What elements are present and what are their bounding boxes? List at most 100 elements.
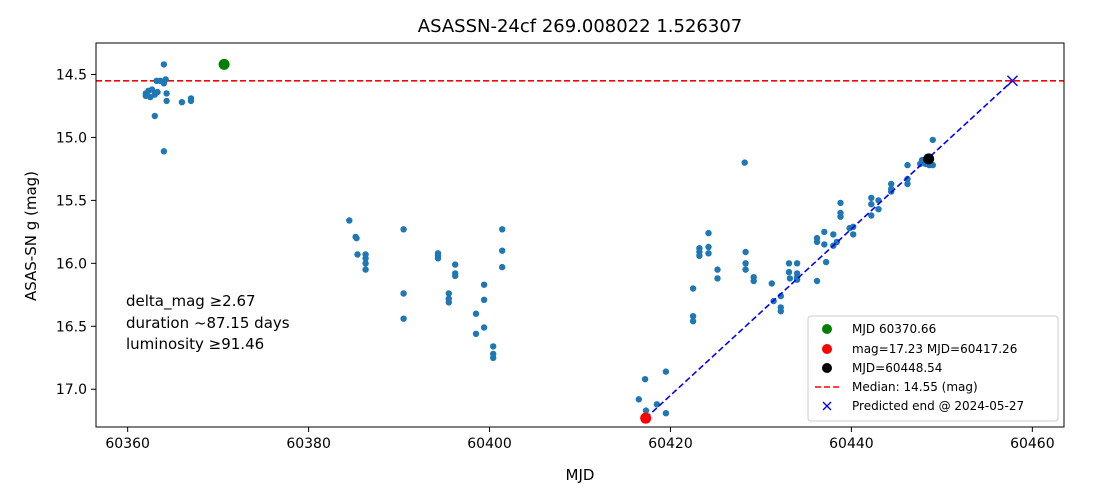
- observation-point: [635, 396, 642, 403]
- observation-point: [868, 201, 875, 208]
- observation-point: [822, 258, 830, 266]
- observation-point: [362, 260, 369, 267]
- observation-point: [346, 217, 353, 224]
- x-axis-label: MJD: [566, 466, 595, 484]
- observation-point: [490, 354, 497, 361]
- observation-point: [821, 241, 828, 248]
- legend-marker-peak: [822, 324, 832, 334]
- y-tick-label: 16.5: [56, 319, 87, 335]
- observation-point: [888, 180, 895, 188]
- observation-point: [480, 296, 488, 303]
- observation-point: [742, 260, 749, 267]
- legend-label-peak: MJD 60370.66: [852, 322, 936, 336]
- observation-point: [821, 228, 828, 236]
- observation-point: [793, 260, 801, 267]
- observations-layer: [142, 61, 936, 417]
- prediction-layer: [645, 75, 1018, 419]
- observation-point: [642, 407, 650, 414]
- observation-point: [445, 299, 452, 306]
- legend-label-latest: MJD=60448.54: [852, 361, 942, 375]
- observation-point: [160, 148, 168, 155]
- observation-point: [472, 310, 480, 317]
- observation-point: [868, 194, 875, 202]
- annotation-delta-mag: delta_mag ≥2.67: [126, 292, 256, 311]
- observation-point: [696, 252, 703, 259]
- y-tick-label: 14.5: [56, 67, 87, 83]
- observation-point: [714, 266, 721, 273]
- observation-point: [785, 260, 793, 267]
- peak-point: [218, 58, 230, 70]
- y-tick-label: 16.0: [56, 256, 87, 272]
- x-tick-label: 60460: [1010, 436, 1055, 452]
- observation-point: [472, 330, 480, 337]
- x-tick-label: 60440: [829, 436, 874, 452]
- observation-point: [400, 226, 407, 233]
- x-tick-label: 60360: [105, 436, 150, 452]
- minimum-point: [640, 412, 652, 424]
- observation-point: [490, 343, 497, 350]
- observation-point: [689, 313, 697, 320]
- observation-point: [785, 268, 793, 276]
- legend-marker-minimum: [822, 344, 832, 354]
- observation-point: [499, 263, 506, 271]
- annotation-luminosity: luminosity ≥91.46: [126, 335, 264, 353]
- observation-point: [689, 318, 697, 325]
- observation-point: [653, 401, 661, 408]
- observation-point: [480, 281, 488, 288]
- observation-point: [750, 277, 757, 285]
- y-tick-label: 15.0: [56, 130, 87, 146]
- observation-point: [163, 90, 170, 97]
- y-tick-label: 15.5: [56, 193, 87, 209]
- observation-point: [641, 376, 649, 383]
- observation-point: [741, 159, 748, 166]
- observation-point: [187, 97, 195, 105]
- x-tick-label: 60420: [648, 436, 693, 452]
- chart-title: ASASSN-24cf 269.008022 1.526307: [418, 16, 742, 37]
- observation-point: [929, 136, 936, 144]
- observation-point: [868, 212, 875, 219]
- x-tick-label: 60400: [467, 436, 512, 452]
- observation-point: [160, 61, 168, 68]
- latest-point: [923, 153, 935, 165]
- observation-point: [662, 368, 670, 375]
- prediction-line: [645, 80, 1013, 419]
- legend-box: [807, 315, 1059, 422]
- observation-point: [768, 280, 775, 287]
- observation-point: [904, 175, 911, 183]
- observation-point: [742, 266, 749, 273]
- observation-point: [499, 247, 506, 254]
- observation-point: [786, 275, 794, 282]
- annotation-duration: duration ~87.15 days: [126, 314, 290, 332]
- observation-point: [850, 231, 857, 238]
- legend-label-prediction: Predicted end @ 2024-05-27: [852, 399, 1024, 413]
- y-axis-label: ASAS-SN g (mag): [22, 171, 40, 301]
- legend-label-median: Median: 14.55 (mag): [852, 380, 978, 394]
- y-axis-ticks: 14.5 15.0 15.5 16.0 16.5 17.0: [56, 67, 96, 398]
- observation-point: [445, 290, 452, 297]
- observation-point: [452, 261, 459, 268]
- plot-frame: [95, 42, 1065, 428]
- observation-point: [400, 315, 407, 322]
- observation-point: [178, 99, 186, 106]
- stats-annotation: delta_mag ≥2.67 duration ~87.15 days lum…: [126, 292, 290, 353]
- observation-point: [154, 88, 161, 96]
- observation-point: [777, 308, 784, 315]
- observation-point: [480, 324, 488, 331]
- observation-point: [837, 199, 844, 207]
- highlight-points-layer: [218, 58, 935, 424]
- observation-point: [162, 76, 169, 83]
- observation-point: [705, 250, 712, 257]
- observation-point: [400, 290, 407, 297]
- observation-point: [714, 275, 721, 282]
- observation-point: [813, 277, 821, 285]
- observation-point: [742, 248, 749, 256]
- observation-point: [362, 266, 369, 273]
- x-tick-label: 60380: [286, 436, 331, 452]
- observation-point: [353, 234, 360, 242]
- observation-point: [813, 238, 821, 246]
- legend-marker-prediction: [822, 401, 832, 411]
- legend: MJD 60370.66 mag=17.23 MJD=60417.26 MJD=…: [807, 315, 1059, 422]
- legend-marker-latest: [822, 363, 832, 373]
